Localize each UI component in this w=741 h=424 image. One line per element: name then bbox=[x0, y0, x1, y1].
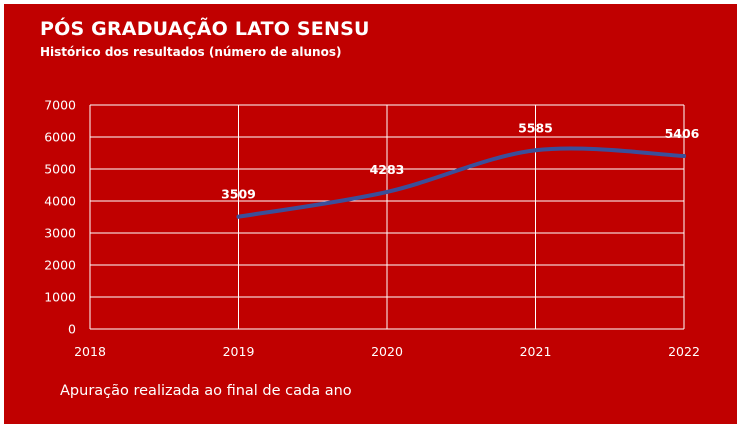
x-tick-label: 2020 bbox=[371, 344, 403, 359]
footnote: Apuração realizada ao final de cada ano bbox=[60, 383, 352, 399]
y-tick-label: 1000 bbox=[44, 290, 76, 305]
line-chart: 0 1000 2000 3000 4000 5000 6000 7000 2018 2019 202… bbox=[44, 98, 700, 360]
data-label: 3509 bbox=[221, 187, 256, 202]
x-tick-label: 2018 bbox=[74, 344, 106, 359]
chart-subtitle: Histórico dos resultados (número de alun… bbox=[40, 45, 342, 59]
y-tick-label: 2000 bbox=[44, 258, 76, 273]
chart-title: PÓS GRADUAÇÃO LATO SENSU bbox=[40, 18, 370, 40]
data-point bbox=[385, 189, 389, 194]
y-tick-label: 0 bbox=[68, 322, 76, 337]
series-line-0 bbox=[236, 146, 686, 219]
y-tick-label: 4000 bbox=[44, 194, 76, 209]
y-tick-label: 5000 bbox=[44, 162, 76, 177]
data-point bbox=[533, 148, 538, 153]
x-tick-label: 2022 bbox=[668, 344, 700, 359]
data-label: 5585 bbox=[518, 120, 553, 135]
data-label: 5406 bbox=[665, 126, 700, 141]
y-tick-label: 7000 bbox=[44, 98, 76, 113]
data-label: 4283 bbox=[370, 162, 405, 177]
x-tick-label: 2021 bbox=[520, 344, 552, 359]
data-point bbox=[682, 154, 686, 159]
y-tick-label: 3000 bbox=[44, 226, 76, 241]
data-point bbox=[236, 214, 241, 219]
chart-panel: PÓS GRADUAÇÃO LATO SENSU Histórico dos r… bbox=[4, 4, 737, 424]
x-tick-label: 2019 bbox=[223, 344, 255, 359]
y-tick-label: 6000 bbox=[44, 130, 76, 145]
